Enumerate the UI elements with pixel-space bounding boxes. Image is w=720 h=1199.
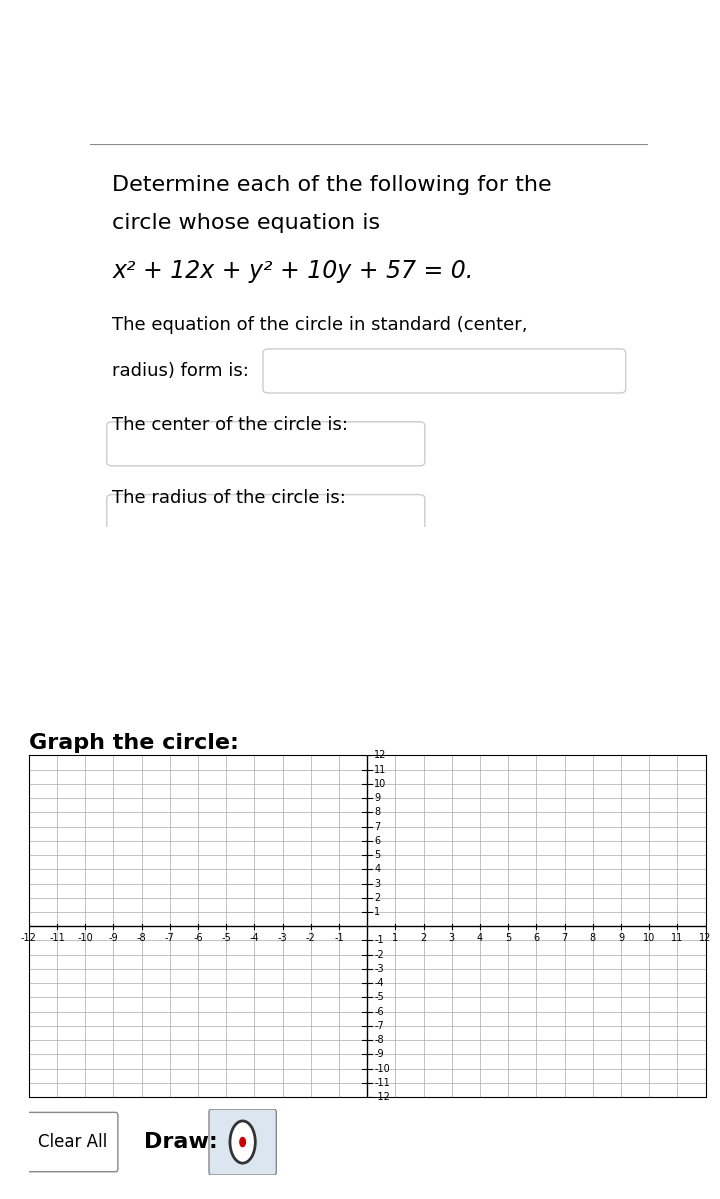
- Text: -11: -11: [49, 933, 65, 944]
- Text: 12: 12: [699, 933, 712, 944]
- Text: 4: 4: [477, 933, 483, 944]
- Text: radius) form is:: radius) form is:: [112, 362, 249, 380]
- Text: -1: -1: [334, 933, 344, 944]
- Text: -9: -9: [374, 1049, 384, 1060]
- Text: Determine each of the following for the: Determine each of the following for the: [112, 175, 552, 194]
- Text: 8: 8: [374, 807, 380, 818]
- Text: 9: 9: [618, 933, 624, 944]
- Text: 11: 11: [671, 933, 683, 944]
- Text: -6: -6: [374, 1007, 384, 1017]
- Text: 1: 1: [374, 906, 380, 917]
- Text: -6: -6: [193, 933, 203, 944]
- Text: Graph the circle:: Graph the circle:: [29, 734, 238, 753]
- FancyBboxPatch shape: [107, 422, 425, 466]
- Text: The radius of the circle is:: The radius of the circle is:: [112, 489, 346, 507]
- Text: -10: -10: [374, 1064, 390, 1073]
- Text: -12: -12: [21, 933, 37, 944]
- Text: 5: 5: [374, 850, 380, 860]
- FancyBboxPatch shape: [27, 1113, 118, 1171]
- FancyBboxPatch shape: [263, 349, 626, 393]
- Text: The center of the circle is:: The center of the circle is:: [112, 416, 348, 434]
- Text: -8: -8: [137, 933, 146, 944]
- Text: -9: -9: [109, 933, 118, 944]
- Text: x² + 12x + y² + 10y + 57 = 0.: x² + 12x + y² + 10y + 57 = 0.: [112, 259, 474, 283]
- Text: 7: 7: [562, 933, 568, 944]
- Text: 2: 2: [374, 893, 380, 903]
- FancyBboxPatch shape: [107, 494, 425, 538]
- Text: 2: 2: [420, 933, 427, 944]
- Circle shape: [230, 1121, 256, 1163]
- Text: 6: 6: [374, 836, 380, 845]
- Text: 3: 3: [449, 933, 455, 944]
- Text: 3: 3: [374, 879, 380, 888]
- Text: 11: 11: [374, 765, 387, 775]
- FancyBboxPatch shape: [209, 1109, 276, 1175]
- Text: -8: -8: [374, 1035, 384, 1046]
- Text: -3: -3: [278, 933, 287, 944]
- Text: -4: -4: [250, 933, 259, 944]
- Text: -2: -2: [374, 950, 384, 959]
- Text: 10: 10: [374, 779, 387, 789]
- Text: Draw:: Draw:: [144, 1132, 217, 1152]
- Text: -12: -12: [374, 1092, 390, 1102]
- Text: Clear All: Clear All: [37, 1133, 107, 1151]
- Text: -7: -7: [374, 1020, 384, 1031]
- Text: -4: -4: [374, 978, 384, 988]
- Text: 10: 10: [643, 933, 655, 944]
- Text: The equation of the circle in standard (center,: The equation of the circle in standard (…: [112, 317, 528, 335]
- Text: -2: -2: [306, 933, 315, 944]
- Text: -5: -5: [374, 993, 384, 1002]
- Text: 8: 8: [590, 933, 596, 944]
- Text: 4: 4: [374, 864, 380, 874]
- Text: 7: 7: [374, 821, 380, 832]
- Text: 12: 12: [374, 751, 387, 760]
- Text: -11: -11: [374, 1078, 390, 1087]
- Text: 9: 9: [374, 793, 380, 803]
- Text: -5: -5: [221, 933, 231, 944]
- Text: -7: -7: [165, 933, 175, 944]
- Text: 6: 6: [534, 933, 539, 944]
- Text: 5: 5: [505, 933, 511, 944]
- Text: -3: -3: [374, 964, 384, 974]
- Text: circle whose equation is: circle whose equation is: [112, 213, 380, 233]
- Circle shape: [240, 1138, 246, 1146]
- Text: 1: 1: [392, 933, 398, 944]
- Text: -1: -1: [374, 935, 384, 946]
- Text: -10: -10: [77, 933, 93, 944]
